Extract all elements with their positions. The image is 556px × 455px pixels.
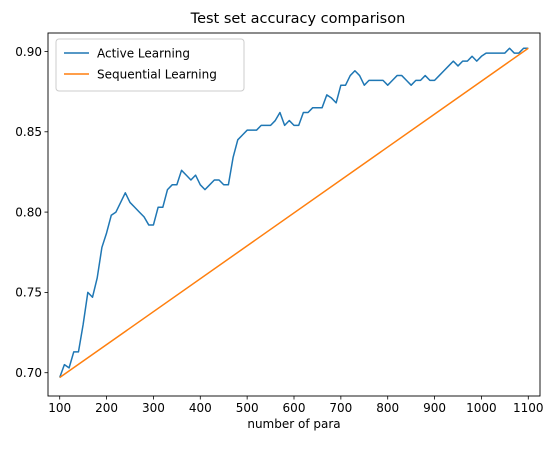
x-tick-label: 500 bbox=[236, 401, 259, 415]
x-axis-label: number of para bbox=[247, 417, 340, 431]
x-axis: 100 200 300 400 500 600 700 800 900 1000 1100 bbox=[48, 396, 544, 415]
series-line-sequential-learning bbox=[59, 47, 529, 379]
x-tick-label: 1000 bbox=[466, 401, 497, 415]
chart-title: Test set accuracy comparison bbox=[190, 11, 406, 27]
x-tick-label: 200 bbox=[95, 401, 118, 415]
legend: Active Learning Sequential Learning bbox=[55, 38, 245, 92]
y-tick-label: 0.70 bbox=[15, 366, 42, 380]
x-tick-label: 300 bbox=[142, 401, 165, 415]
x-tick-label: 700 bbox=[329, 401, 352, 415]
series-layer bbox=[59, 47, 529, 379]
x-tick-label: 800 bbox=[376, 401, 399, 415]
y-tick-label: 0.90 bbox=[15, 45, 42, 59]
y-tick-label: 0.80 bbox=[15, 205, 42, 219]
y-axis: 0.70 0.75 0.80 0.85 0.90 bbox=[15, 45, 48, 380]
legend-label: Active Learning bbox=[97, 46, 190, 60]
legend-box bbox=[55, 38, 245, 92]
x-tick-label: 100 bbox=[48, 401, 71, 415]
series-line-active-learning bbox=[59, 47, 529, 378]
axes-frame bbox=[47, 32, 541, 397]
y-tick-label: 0.85 bbox=[15, 125, 42, 139]
x-tick-label: 1100 bbox=[513, 401, 544, 415]
x-tick-label: 400 bbox=[189, 401, 212, 415]
y-tick-label: 0.75 bbox=[15, 286, 42, 300]
x-tick-label: 600 bbox=[283, 401, 306, 415]
x-tick-label: 900 bbox=[423, 401, 446, 415]
legend-label: Sequential Learning bbox=[97, 67, 217, 81]
